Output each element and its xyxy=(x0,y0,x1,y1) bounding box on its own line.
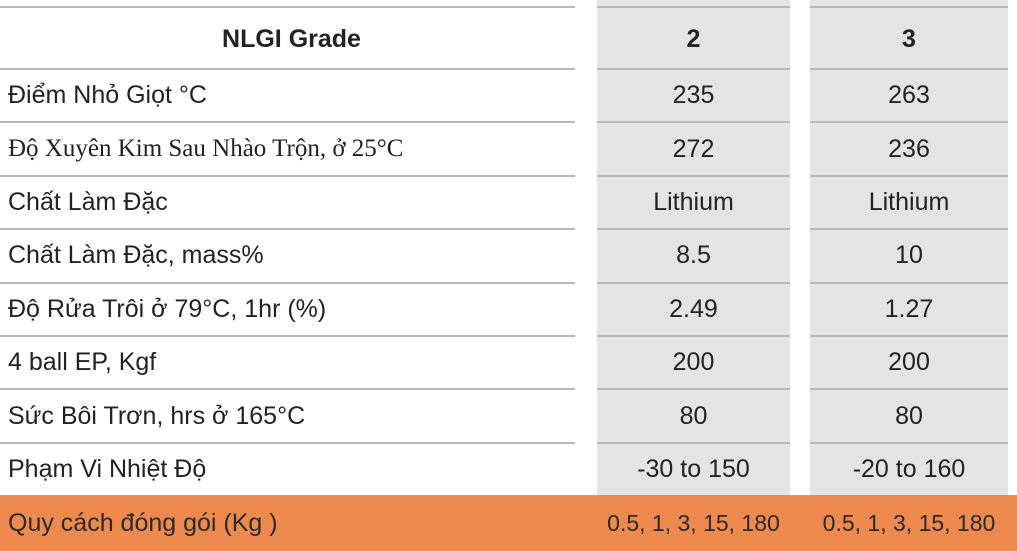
label-cell: Sức Bôi Trơn, hrs ở 165°C xyxy=(8,401,306,430)
row-separator xyxy=(0,441,575,444)
row-separator xyxy=(597,174,790,177)
value-cell: 2.49 xyxy=(669,294,718,323)
header-cell: NLGI Grade xyxy=(222,24,361,53)
row-separator xyxy=(597,281,790,284)
label-cell: Chất Làm Đặc xyxy=(8,187,168,216)
value-cell: 263 xyxy=(888,81,930,110)
packaging-row-background xyxy=(0,495,1017,551)
header-cell: 2 xyxy=(686,24,701,53)
label-cell: Độ Xuyên Kim Sau Nhào Trộn, ở 25°C xyxy=(8,135,404,163)
packaging-value: 0.5, 1, 3, 15, 180 xyxy=(607,509,780,536)
row-separator xyxy=(597,228,790,231)
row-separator xyxy=(0,388,575,391)
row-separator xyxy=(810,441,1008,444)
value-cell: Lithium xyxy=(653,187,734,216)
value-cell: -30 to 150 xyxy=(637,454,750,483)
label-cell: Điểm Nhỏ Giọt °C xyxy=(8,81,207,110)
row-separator xyxy=(597,68,790,70)
packaging-label: Quy cách đóng gói (Kg ) xyxy=(8,508,278,537)
row-separator xyxy=(810,281,1008,284)
header-cell: 3 xyxy=(902,24,916,53)
row-separator xyxy=(0,6,575,8)
value-cell: 80 xyxy=(679,401,708,430)
value-cell: 10 xyxy=(895,241,923,270)
row-separator xyxy=(0,281,575,284)
value-cell: 8.5 xyxy=(676,241,711,270)
value-cell: Lithium xyxy=(868,187,950,216)
row-separator xyxy=(0,68,575,70)
row-separator xyxy=(810,388,1008,391)
value-cell: 80 xyxy=(895,401,923,430)
row-separator xyxy=(810,68,1008,70)
value-cell: 200 xyxy=(672,348,715,377)
row-separator xyxy=(0,335,575,337)
label-cell: Độ Rửa Trôi ở 79°C, 1hr (%) xyxy=(8,294,327,323)
column-background xyxy=(597,0,790,495)
row-separator xyxy=(810,6,1008,8)
row-separator xyxy=(597,388,790,391)
row-separator xyxy=(810,228,1008,231)
label-cell: Phạm Vi Nhiệt Độ xyxy=(8,454,207,483)
row-separator xyxy=(810,174,1008,177)
row-separator xyxy=(597,121,790,124)
row-separator xyxy=(810,335,1008,337)
value-cell: 236 xyxy=(888,134,930,163)
row-separator xyxy=(597,441,790,444)
value-cell: -20 to 160 xyxy=(852,454,966,483)
label-cell: 4 ball EP, Kgf xyxy=(8,348,157,377)
row-separator xyxy=(597,335,790,337)
packaging-value: 0.5, 1, 3, 15, 180 xyxy=(822,509,996,536)
row-separator xyxy=(810,121,1008,124)
value-cell: 200 xyxy=(888,348,930,377)
value-cell: 272 xyxy=(672,134,715,163)
value-cell: 1.27 xyxy=(884,294,934,323)
row-separator xyxy=(597,6,790,8)
value-cell: 235 xyxy=(672,81,715,110)
row-separator xyxy=(0,121,575,124)
column-background xyxy=(810,0,1008,495)
label-cell: Chất Làm Đặc, mass% xyxy=(8,241,264,270)
row-separator xyxy=(0,174,575,177)
row-separator xyxy=(0,228,575,231)
